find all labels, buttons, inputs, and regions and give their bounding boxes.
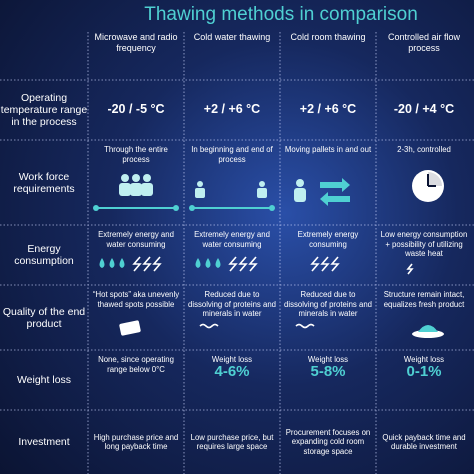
column-header: Cold room thawing xyxy=(290,32,366,42)
cell: None, since operating range below 0°C xyxy=(88,355,184,410)
cell: Reduced due to dissolving of proteins an… xyxy=(184,290,280,350)
cell: Weight loss 0-1% xyxy=(376,355,472,410)
cell: Structure remain intact, equalizes fresh… xyxy=(376,290,472,350)
cell: “Hot spots” aka unevenly thawed spots po… xyxy=(88,290,184,350)
cell: +2 / +6 °C xyxy=(280,80,376,140)
cell-text: Weight loss xyxy=(307,355,349,364)
cell-text: Reduced due to dissolving of proteins an… xyxy=(284,290,372,318)
cell: +2 / +6 °C xyxy=(184,80,280,140)
title: Thawing methods in comparison xyxy=(144,4,418,25)
cell-text: +2 / +6 °C xyxy=(203,102,261,117)
cell-text: +2 / +6 °C xyxy=(299,102,357,117)
cell: Extremely energy and water consuming xyxy=(184,230,280,285)
row-label: Weight loss xyxy=(16,374,72,386)
cell: In beginning and end of process xyxy=(184,145,280,225)
cell: Reduced due to dissolving of proteins an… xyxy=(280,290,376,350)
cell-text: Low energy consumption + possibility of … xyxy=(380,230,468,258)
cell: Extremely energy consuming xyxy=(280,230,376,285)
cell: Weight loss 4-6% xyxy=(184,355,280,410)
cell-text: -20 / -5 °C xyxy=(107,102,165,117)
cell: Low energy consumption + possibility of … xyxy=(376,230,472,285)
cell: Extremely energy and water consuming xyxy=(88,230,184,285)
cell-text: Extremely energy and water consuming xyxy=(98,230,174,249)
cell: -20 / +4 °C xyxy=(376,80,472,140)
column-header: Cold water thawing xyxy=(193,32,271,42)
cell-text: Weight loss xyxy=(403,355,445,364)
cell-text: “Hot spots” aka unevenly thawed spots po… xyxy=(92,290,180,309)
cell: Low purchase price, but requires large s… xyxy=(184,410,280,474)
cell: Procurement focuses on expanding cold ro… xyxy=(280,410,376,474)
cell: Weight loss 5-8% xyxy=(280,355,376,410)
row-label: Investment xyxy=(18,436,70,448)
cell-text: Weight loss xyxy=(211,355,253,364)
cell-text: Procurement focuses on expanding cold ro… xyxy=(285,427,371,456)
cell: Quick payback time and durable investmen… xyxy=(376,410,472,474)
cell-value: 5-8% xyxy=(310,362,346,380)
cell-text: Through the entire process xyxy=(104,145,168,164)
column-header: Microwave and radio frequency xyxy=(94,32,178,53)
cell-text: Quick payback time and durable investmen… xyxy=(382,432,466,452)
cell-text: Reduced due to dissolving of proteins an… xyxy=(188,290,276,318)
cell: Moving pallets in and out xyxy=(280,145,376,225)
cell: -20 / -5 °C xyxy=(88,80,184,140)
cell: High purchase price and long payback tim… xyxy=(88,410,184,474)
cell-text: Moving pallets in and out xyxy=(284,145,372,154)
cell-text: Structure remain intact, equalizes fresh… xyxy=(383,290,465,309)
cell-value: 0-1% xyxy=(406,362,442,380)
cell-value: 4-6% xyxy=(214,362,250,380)
cell-text: Extremely energy consuming xyxy=(297,230,359,249)
row-label: Energy consumption xyxy=(14,243,74,267)
cell-text: Low purchase price, but requires large s… xyxy=(190,432,274,452)
row-label: Quality of the end product xyxy=(2,305,86,330)
cell: Through the entire process xyxy=(88,145,184,225)
cell-text: Extremely energy and water consuming xyxy=(194,230,270,249)
column-header: Controlled air flow process xyxy=(387,32,461,53)
cell-text: 2-3h, controlled xyxy=(397,145,451,154)
cell-text: -20 / +4 °C xyxy=(393,102,455,117)
row-label: Operating temperature range in the proce… xyxy=(0,92,88,128)
row-label: Work force requirements xyxy=(13,170,75,195)
cell-text: None, since operating range below 0°C xyxy=(98,355,174,374)
cell-text: In beginning and end of process xyxy=(191,145,273,164)
cell-text: High purchase price and long payback tim… xyxy=(93,432,179,452)
cell: 2-3h, controlled xyxy=(376,145,472,225)
